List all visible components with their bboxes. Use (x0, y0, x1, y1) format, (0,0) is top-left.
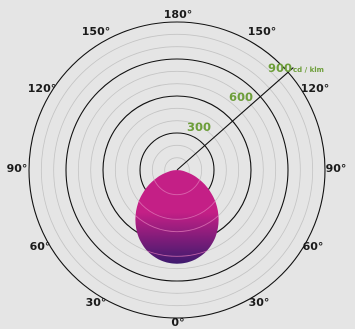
radial-tick-label: 600 (229, 90, 253, 104)
radial-tick-label: 900 (268, 61, 292, 75)
angle-tick-label: 150° (82, 25, 110, 38)
radial-unit-label: cd / klm (293, 66, 324, 74)
contour-arc (135, 170, 219, 257)
angle-tick-label: 30° (86, 296, 107, 309)
angle-tick-label: 180° (164, 8, 192, 21)
angle-tick-label: 120° (28, 82, 56, 95)
angle-tick-label: 90° (7, 162, 28, 175)
angle-tick-labels: 180° 150° 150° 120° 120° 90° 90° 60° 60° 30° 30° 0° (7, 8, 347, 329)
angle-tick-label: 30° (249, 296, 270, 309)
angle-tick-label: 120° (301, 82, 329, 95)
radial-tick-label: 300 (187, 120, 211, 134)
angle-tick-label: 60° (303, 240, 324, 253)
angle-tick-label: 150° (248, 25, 276, 38)
angle-tick-label: 0° (171, 316, 184, 329)
curve-area (135, 170, 219, 264)
minor-ring (53, 46, 301, 294)
angle-tick-label: 90° (326, 162, 347, 175)
radial-scale-line (176, 67, 294, 171)
angle-tick-label: 60° (30, 240, 51, 253)
contour-arc (135, 170, 219, 220)
minor-ring (77, 70, 277, 270)
minor-ring (40, 33, 314, 307)
radial-tick-labels: 300 600 900 cd / klm (187, 61, 324, 134)
major-ring (28, 21, 326, 319)
contour-arc (135, 170, 219, 233)
major-ring (65, 58, 289, 282)
